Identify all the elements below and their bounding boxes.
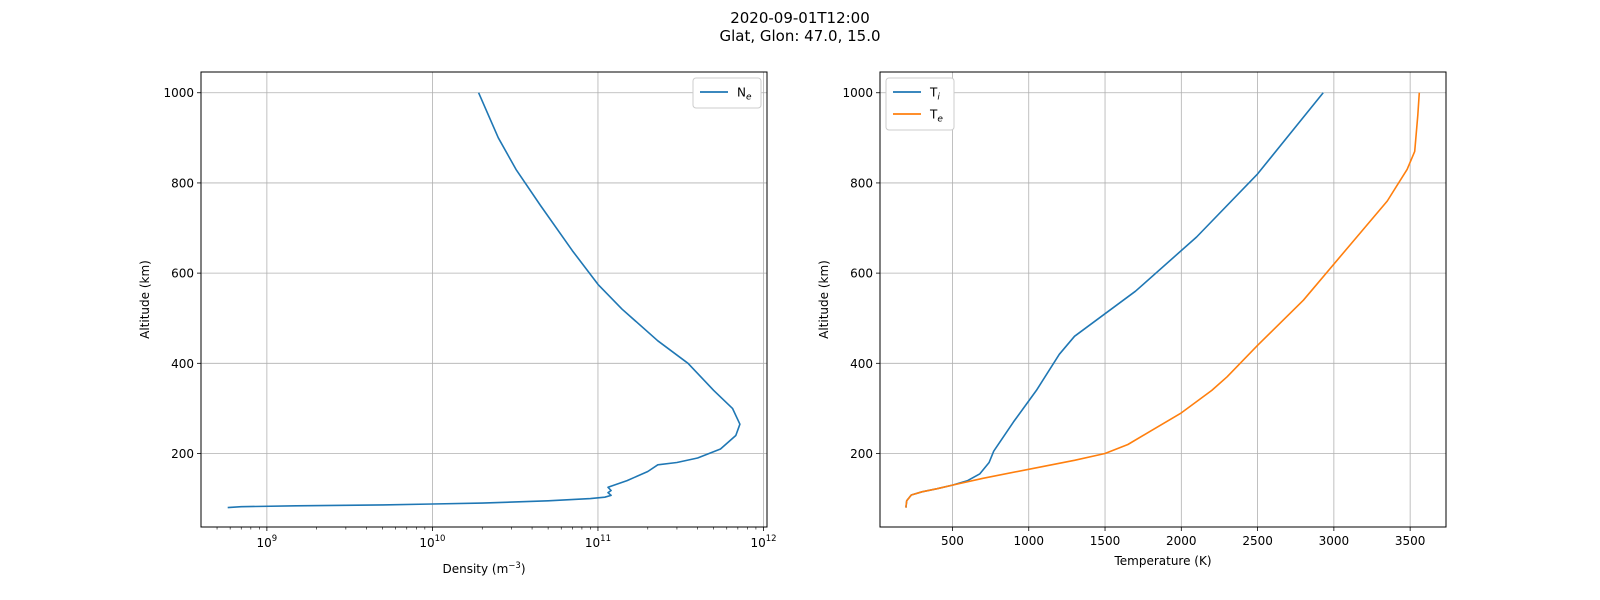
chart-1: 109 1010 1011 1012 200 400 600 800 1000 Density (…: [138, 71, 777, 576]
chart-2: 500 1000 1500 2000 2500 3000 3500 200 400 600 800 1…: [817, 71, 1447, 568]
legend: Ti Te: [885, 77, 955, 131]
x-tick-label: 2000: [1166, 534, 1197, 548]
y-tick-label: 600: [171, 267, 194, 281]
x-tick-label: 3500: [1395, 534, 1426, 548]
y-tick-label: 800: [171, 176, 194, 190]
legend-box: [692, 77, 762, 109]
y-tick-label: 600: [850, 267, 873, 281]
x-tick-label: 1011: [585, 534, 611, 550]
axes-frame: [200, 71, 768, 528]
x-tick-label: 1500: [1090, 534, 1121, 548]
legend-entry: Ne: [737, 86, 752, 103]
y-tick-label: 400: [850, 357, 873, 371]
y-tick-label: 1000: [842, 86, 873, 100]
x-axis-label: Density (m−3): [442, 561, 525, 576]
axes-frame: [879, 71, 1447, 528]
x-axis-label: Temperature (K): [1113, 554, 1211, 568]
legend-box: [885, 77, 955, 131]
figure-title: 2020-09-01T12:00 Glat, Glon: 47.0, 15.0: [0, 9, 1600, 45]
x-tick-label: 2500: [1242, 534, 1273, 548]
y-axis-label: Altitude (km): [817, 260, 831, 339]
y-axis-label: Altitude (km): [138, 260, 152, 339]
y-tick-label: 400: [171, 357, 194, 371]
series-line-ti: [905, 92, 1324, 508]
x-tick-label: 1000: [1013, 534, 1044, 548]
legend-entry: Ti: [929, 86, 940, 103]
x-tick-label: 3000: [1319, 534, 1350, 548]
figure-title-line1: 2020-09-01T12:00: [730, 9, 870, 27]
x-tick-label: 109: [257, 534, 278, 550]
x-tick-label: 1010: [419, 534, 445, 550]
series-line-ne: [227, 92, 741, 509]
y-tick-label: 800: [850, 176, 873, 190]
x-tick-label: 1012: [750, 534, 776, 550]
x-tick-label: 500: [941, 534, 964, 548]
y-tick-label: 200: [850, 447, 873, 461]
y-tick-label: 200: [171, 447, 194, 461]
figure-title-line2: Glat, Glon: 47.0, 15.0: [719, 27, 881, 45]
y-tick-label: 1000: [163, 86, 194, 100]
legend: Ne: [692, 77, 762, 109]
legend-entry: Te: [929, 108, 943, 125]
series-line-te: [905, 92, 1421, 508]
